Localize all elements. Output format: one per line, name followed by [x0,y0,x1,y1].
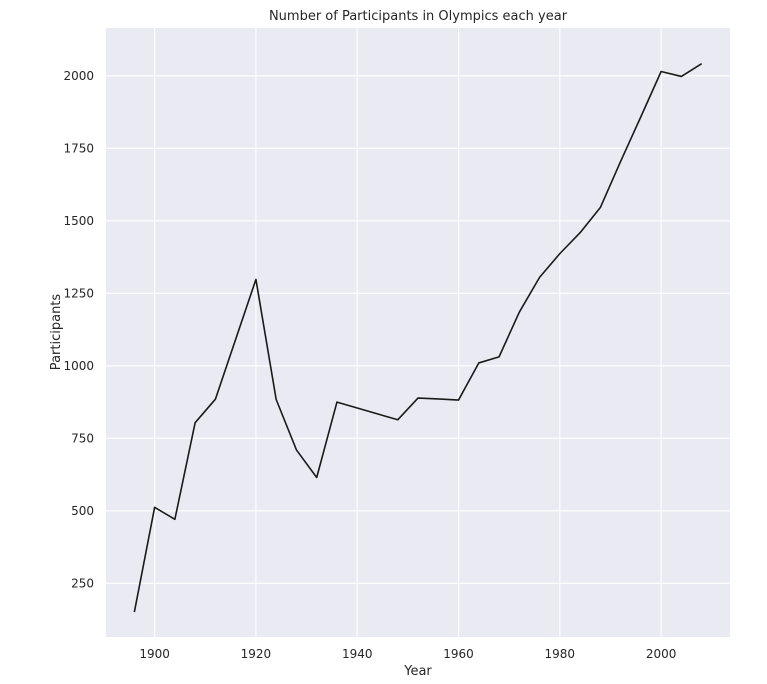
y-tick-label: 500 [71,504,94,518]
y-tick-label: 1250 [63,286,94,300]
x-tick-label: 1940 [342,647,373,661]
x-tick-label: 1900 [139,647,170,661]
plot-area [106,28,730,637]
chart-title: Number of Participants in Olympics each … [269,9,568,24]
y-tick-label: 1500 [63,214,94,228]
y-tick-label: 2000 [63,69,94,83]
y-axis-label: Participants [49,294,64,371]
x-axis-label: Year [403,664,432,679]
y-tick-label: 750 [71,431,94,445]
y-tick-label: 1750 [63,141,94,155]
y-tick-label: 1000 [63,359,94,373]
y-tick-label: 250 [71,576,94,590]
x-tick-label: 1980 [545,647,576,661]
x-tick-label: 2000 [646,647,677,661]
x-tick-label: 1960 [443,647,474,661]
x-tick-label: 1920 [241,647,272,661]
